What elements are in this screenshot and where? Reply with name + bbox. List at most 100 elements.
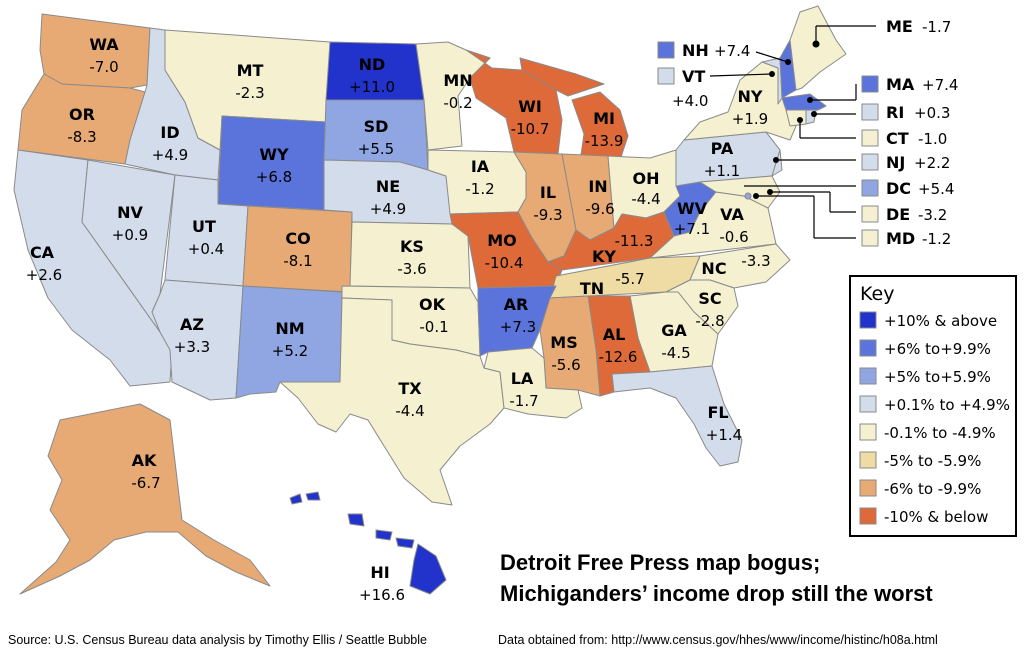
state-value-co: -8.1: [283, 252, 312, 270]
state-value-nd: +11.0: [349, 78, 395, 96]
callout-value-me: -1.7: [922, 18, 951, 36]
data-source-url: Data obtained from: http://www.census.go…: [498, 633, 938, 647]
legend-swatch: [859, 339, 877, 357]
state-value-nc: -3.3: [741, 252, 770, 270]
legend-items: +10% & above +6% to+9.9% +5% to+5.9% +0.1% …: [859, 311, 1010, 526]
state-value-wi: -10.7: [511, 120, 550, 138]
callout-dot-me: [812, 40, 820, 48]
state-abbr-or: OR: [69, 105, 95, 124]
legend-swatch: [859, 395, 877, 413]
state-abbr-ak: AK: [132, 451, 157, 470]
legend-label: +6% to+9.9%: [884, 340, 991, 358]
legend-swatch: [859, 479, 877, 497]
state-value-ar: +7.3: [500, 318, 536, 336]
source-credit: Source: U.S. Census Bureau data analysis…: [8, 633, 427, 647]
state-value-ga: -4.5: [661, 344, 690, 362]
callout-swatch-nj: [861, 153, 879, 171]
state-shape-ky: [547, 211, 675, 271]
callout-dot-de: [767, 189, 773, 195]
state-shape-ks: [349, 221, 471, 289]
state-value-wy: +6.8: [256, 168, 292, 186]
state-abbr-co: CO: [285, 229, 310, 248]
state-abbr-sc: SC: [698, 289, 721, 308]
state-value-ut: +0.4: [188, 240, 224, 258]
state-value-nm: +5.2: [272, 342, 308, 360]
callout-swatch-de: [861, 205, 879, 223]
callout-abbr-md: MD: [886, 229, 915, 248]
state-value-nv: +0.9: [112, 226, 148, 244]
state-value-hi: +16.6: [359, 586, 405, 604]
state-abbr-ny: NY: [738, 87, 763, 106]
legend-swatch: [859, 311, 877, 329]
state-abbr-wa: WA: [89, 35, 119, 54]
callout-abbr-de: DE: [886, 205, 910, 224]
state-shape-la: [483, 347, 583, 419]
state-shape-hi: [289, 491, 447, 595]
state-value-ak: -6.7: [131, 474, 160, 492]
callout-value-ma: +7.4: [922, 76, 958, 94]
callout-value-nh: +7.4: [714, 42, 750, 60]
state-abbr-ut: UT: [192, 217, 216, 236]
state-abbr-in: IN: [588, 177, 607, 196]
callout-value-md: -1.2: [922, 230, 951, 248]
state-abbr-id: ID: [160, 123, 179, 142]
callout-value-dc: +5.4: [918, 180, 954, 198]
callout-abbr-dc: DC: [886, 179, 911, 198]
state-abbr-sd: SD: [364, 117, 389, 136]
legend-title: Key: [860, 283, 894, 305]
callout-value-ct: -1.0: [918, 130, 947, 148]
state-value-sd: +5.5: [358, 140, 394, 158]
legend-swatch: [859, 423, 877, 441]
legend-swatch: [859, 451, 877, 469]
state-shape-ma: [781, 93, 827, 111]
state-abbr-az: AZ: [180, 315, 204, 334]
legend-swatch: [859, 367, 877, 385]
callout-dot-ri: [811, 111, 817, 117]
state-shape-ak: [19, 403, 271, 595]
callout-swatch-md: [861, 229, 879, 247]
state-value-oh: -4.4: [631, 190, 660, 208]
callout-value-de: -3.2: [918, 206, 947, 224]
legend-label: -10% & below: [884, 508, 988, 526]
callout-value-ri: +0.3: [914, 104, 950, 122]
state-value-il: -9.3: [533, 206, 562, 224]
state-value-ny: +1.9: [732, 110, 768, 128]
state-value-ms: -5.6: [551, 356, 580, 374]
state-abbr-nv: NV: [117, 203, 143, 222]
callout-abbr-me: ME: [886, 17, 913, 36]
callout-abbr-ma: MA: [886, 75, 915, 94]
state-value-ne: +4.9: [370, 200, 406, 218]
state-abbr-ca: CA: [30, 243, 55, 262]
callout-abbr-nj: NJ: [886, 153, 905, 172]
callout-dot-ct: [797, 117, 803, 123]
state-abbr-tn: TN: [580, 279, 604, 298]
legend-label: -6% to -9.9%: [884, 480, 981, 498]
state-abbr-nd: ND: [359, 55, 386, 74]
state-shape-nj: [765, 131, 783, 177]
state-value-mt: -2.3: [235, 84, 264, 102]
state-abbr-ia: IA: [471, 157, 490, 176]
callout-dot-md: [753, 193, 759, 199]
state-shape-fl: [611, 365, 743, 467]
state-value-ks: -3.6: [397, 260, 426, 278]
state-value-or: -8.3: [67, 128, 96, 146]
callout-swatch-ri: [861, 103, 879, 121]
state-shape-me: [789, 5, 847, 91]
state-abbr-pa: PA: [711, 139, 734, 158]
callout-abbr-nh: NH: [682, 41, 709, 60]
callout-dot-ma: [807, 97, 813, 103]
state-shape-mn: [415, 41, 491, 151]
state-abbr-va: VA: [720, 205, 744, 224]
state-abbr-mn: MN: [443, 71, 472, 90]
state-abbr-tx: TX: [398, 379, 422, 398]
state-value-id: +4.9: [152, 146, 188, 164]
state-abbr-la: LA: [511, 369, 534, 388]
callouts: ME -1.7 NH +7.4 VT +4.0 MA +7.4 RI +0.3 …: [657, 17, 958, 248]
legend-swatch: [859, 507, 877, 525]
state-abbr-hi: HI: [370, 563, 389, 582]
state-value-az: +3.3: [174, 338, 210, 356]
state-abbr-ar: AR: [504, 295, 529, 314]
state-shape-co: [242, 205, 353, 293]
callout-abbr-ct: CT: [886, 129, 909, 148]
callout-abbr-ri: RI: [886, 103, 904, 122]
